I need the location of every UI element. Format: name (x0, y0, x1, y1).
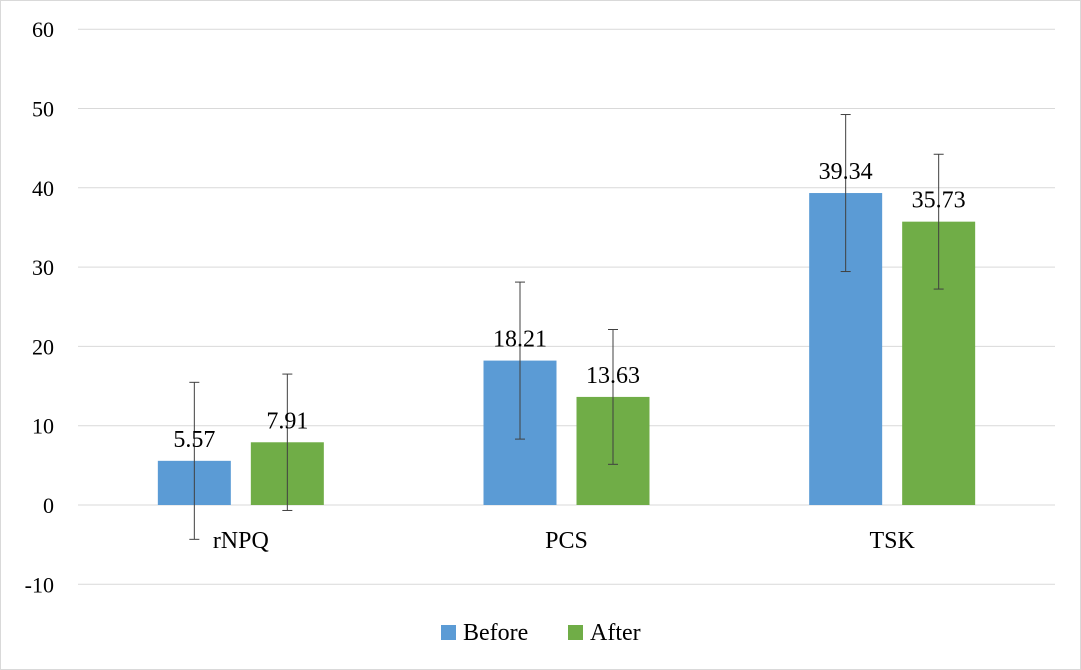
data-labels: 5.57 7.91 18.21 13.63 39.34 35.73 (173, 159, 965, 453)
y-tick-label: 10 (32, 414, 54, 439)
y-tick-label: -10 (25, 572, 54, 597)
data-label: 13.63 (586, 363, 640, 389)
x-axis-category-labels: rNPQ PCS TSK (213, 528, 916, 554)
data-label: 7.91 (266, 408, 308, 434)
error-bar (189, 381, 200, 540)
error-bar (608, 329, 618, 465)
data-label: 18.21 (493, 327, 547, 353)
legend-label-after: After (590, 620, 641, 646)
error-bar (933, 153, 944, 290)
y-tick-label: 20 (32, 334, 54, 359)
y-tick-label: 40 (32, 176, 54, 201)
category-label: PCS (545, 528, 588, 554)
error-bar (282, 373, 293, 511)
y-axis-tick-labels: -10 0 10 20 30 40 50 60 (25, 17, 54, 597)
y-tick-label: 0 (43, 493, 54, 518)
legend-swatch-before (441, 625, 456, 640)
data-label: 35.73 (912, 188, 966, 214)
y-tick-label: 60 (32, 17, 54, 42)
gridlines (78, 28, 1055, 585)
y-tick-label: 30 (32, 255, 54, 280)
y-tick-label: 50 (32, 97, 54, 122)
legend: Before After (441, 620, 641, 646)
legend-label-before: Before (463, 620, 528, 646)
category-label: TSK (869, 528, 915, 554)
data-label: 5.57 (173, 427, 215, 453)
category-label: rNPQ (213, 528, 269, 554)
data-label: 39.34 (819, 159, 873, 185)
error-bar (515, 281, 525, 440)
error-bars (189, 114, 944, 540)
error-bar (840, 114, 851, 273)
legend-swatch-after (568, 625, 583, 640)
bars (157, 193, 976, 505)
